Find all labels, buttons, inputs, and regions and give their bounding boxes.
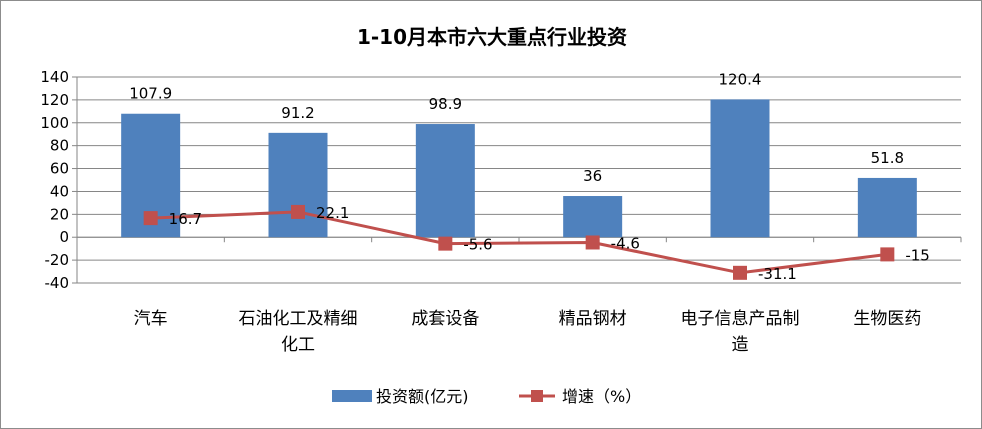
legend: 投资额(亿元) 增速（%） [332, 387, 641, 406]
line-marker [291, 204, 305, 219]
category-label: 生物医药 [853, 309, 921, 329]
y-tick-label: 0 [59, 228, 69, 246]
bar [563, 196, 623, 238]
line-value-label: -4.6 [611, 234, 640, 252]
line-marker [733, 265, 747, 280]
chart-title: 1-10月本市六大重点行业投资 [357, 25, 627, 49]
y-tick-label: -40 [45, 274, 70, 292]
line-marker [143, 211, 158, 226]
line-marker [438, 236, 453, 251]
y-tick-label: -20 [45, 251, 70, 269]
line-value-label: -15 [905, 246, 930, 264]
gridlines [77, 76, 961, 284]
category-label: 电子信息产品制 [681, 309, 800, 329]
line-value-label: -5.6 [463, 236, 492, 254]
bar [857, 177, 917, 238]
y-tick-label: 40 [50, 182, 69, 200]
y-tick-label: 120 [40, 91, 69, 109]
line-series [143, 204, 895, 280]
y-tick-label: 80 [50, 137, 69, 155]
line-marker [880, 247, 895, 262]
bar-value-label: 107.9 [129, 85, 172, 103]
line-value-label: 16.7 [169, 210, 202, 228]
category-label: 化工 [281, 335, 315, 355]
data-labels: 107.9 91.2 98.9 36 120.4 51.8 16.7 22.1 -5.6 -4.6… [129, 70, 930, 282]
line-value-label: 22.1 [316, 204, 349, 222]
legend-bar-swatch [332, 390, 372, 402]
category-label: 造 [732, 335, 749, 355]
y-tick-label: 100 [40, 114, 69, 132]
category-label: 汽车 [134, 309, 168, 329]
bar [415, 124, 475, 238]
legend-bar-label: 投资额(亿元) [376, 387, 469, 406]
bar-value-label: 91.2 [281, 104, 314, 122]
bar-value-label: 98.9 [429, 95, 462, 113]
line-value-label: -31.1 [758, 265, 797, 283]
category-label: 石油化工及精细 [239, 309, 358, 329]
bar-value-label: 36 [583, 167, 602, 185]
growth-line [150, 210, 888, 275]
line-marker [585, 235, 600, 250]
bar [710, 99, 770, 238]
y-tick-label: 140 [40, 68, 69, 86]
legend-line-marker [531, 390, 543, 402]
bar-value-label: 51.8 [871, 149, 904, 167]
category-label: 成套设备 [411, 309, 479, 329]
bar [268, 132, 328, 238]
legend-line-label: 增速（%） [562, 387, 641, 406]
category-label: 精品钢材 [559, 309, 627, 329]
y-tick-label: 20 [50, 205, 69, 223]
bar-value-label: 120.4 [719, 70, 762, 88]
y-tick-label: 60 [50, 160, 69, 178]
